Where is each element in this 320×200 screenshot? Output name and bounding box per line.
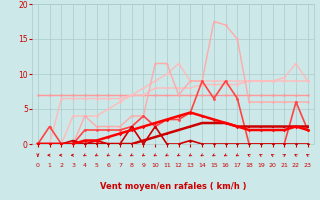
X-axis label: Vent moyen/en rafales ( km/h ): Vent moyen/en rafales ( km/h ): [100, 182, 246, 191]
